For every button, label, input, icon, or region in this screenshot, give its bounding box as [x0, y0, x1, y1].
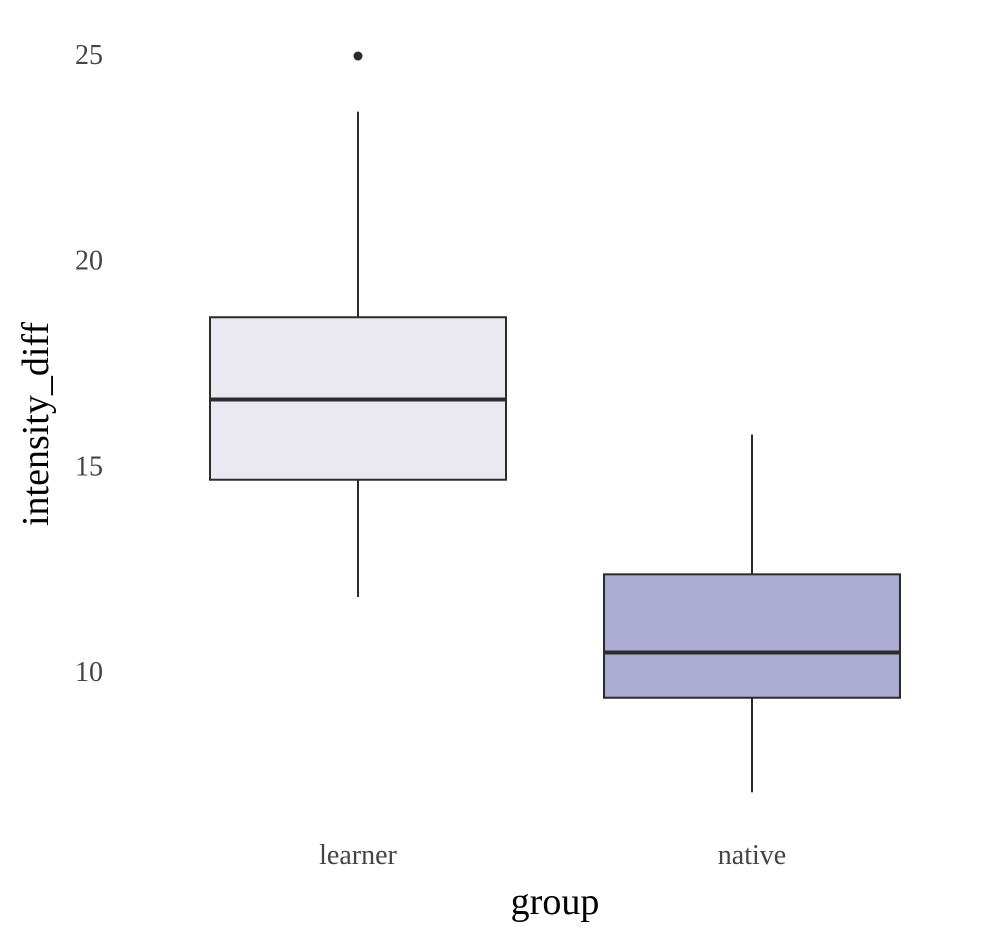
x-axis-ticks: learner native [319, 840, 786, 871]
x-axis-title: group [511, 881, 600, 923]
outlier-point [353, 51, 363, 61]
y-axis-title: intensity_diff [15, 322, 57, 526]
boxes [209, 51, 901, 793]
x-tick-label: learner [319, 840, 397, 871]
y-tick-label: 15 [75, 451, 103, 482]
y-tick-label: 20 [75, 246, 103, 277]
x-tick-label: native [718, 840, 786, 871]
box-native [603, 434, 901, 793]
y-tick-label: 10 [75, 657, 103, 688]
box-iqr [603, 573, 901, 699]
y-axis-ticks: 10 15 20 25 [75, 40, 103, 688]
y-tick-label: 25 [75, 40, 103, 71]
box-learner [209, 51, 507, 597]
